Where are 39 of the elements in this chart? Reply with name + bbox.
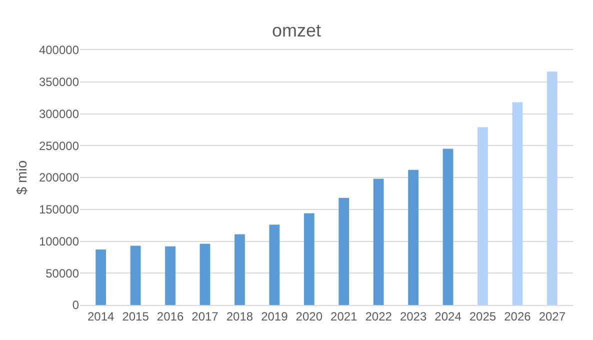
y-tick-label: 400000 xyxy=(38,43,80,58)
y-tick-label: 300000 xyxy=(38,106,80,121)
bar xyxy=(165,246,176,305)
y-tick-label: 100000 xyxy=(38,234,80,248)
bar xyxy=(546,72,558,305)
x-tick-label: 2015 xyxy=(122,309,150,324)
bar xyxy=(338,198,350,305)
x-tick-label: 2017 xyxy=(192,309,219,324)
x-tick-label: 2025 xyxy=(469,309,496,324)
x-tick-label: 2026 xyxy=(504,309,532,324)
bar xyxy=(304,213,314,305)
x-tick-label: 2016 xyxy=(156,309,184,324)
x-tick-label: 2021 xyxy=(330,309,358,324)
x-tick-label: 2018 xyxy=(226,309,254,324)
x-tick-label: 2024 xyxy=(434,309,462,324)
y-tick-label: 150000 xyxy=(38,202,80,217)
bar xyxy=(478,127,488,305)
x-tick-label: 2023 xyxy=(400,309,427,324)
bar xyxy=(408,170,418,305)
y-tick-label: 250000 xyxy=(38,138,80,153)
bar xyxy=(130,246,141,305)
x-tick-label: 2020 xyxy=(296,309,323,324)
bar xyxy=(234,234,245,305)
x-tick-label: 2022 xyxy=(365,309,392,324)
y-tick-label: 350000 xyxy=(38,75,80,90)
y-axis-title: $ mio xyxy=(14,160,30,195)
x-tick-label: 2027 xyxy=(538,309,566,324)
y-tick-label: 50000 xyxy=(46,266,80,280)
bar xyxy=(96,250,106,305)
bar xyxy=(512,102,523,305)
y-tick-label: 200000 xyxy=(38,170,80,185)
chart-title: omzet xyxy=(272,20,322,40)
x-tick-label: 2019 xyxy=(261,309,288,324)
x-tick-label: 2014 xyxy=(87,309,114,324)
y-tick-label: 0 xyxy=(72,298,80,312)
bar xyxy=(442,148,454,305)
bar xyxy=(373,178,384,305)
bar xyxy=(200,244,210,305)
bar xyxy=(269,224,280,305)
